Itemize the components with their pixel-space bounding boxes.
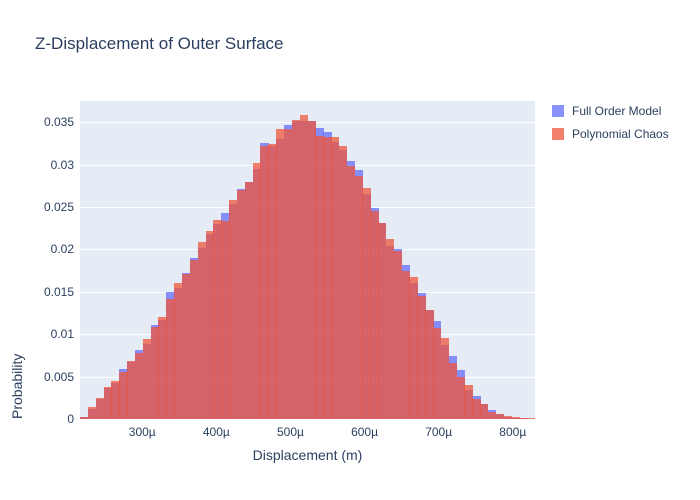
x-tick-label: 300µ bbox=[128, 425, 156, 439]
histogram-bar bbox=[401, 271, 410, 419]
legend: Full Order Model Polynomial Chaos bbox=[552, 99, 669, 145]
histogram-bar bbox=[174, 283, 183, 419]
histogram-bar bbox=[95, 397, 105, 419]
x-tick-label: 700µ bbox=[425, 425, 453, 439]
legend-swatch-full-order-model bbox=[552, 104, 564, 117]
y-tick-label: 0.035 bbox=[43, 115, 74, 130]
histogram-bar bbox=[448, 363, 458, 419]
legend-swatch-polynomial-chaos bbox=[552, 127, 564, 140]
x-tick-label: 500µ bbox=[276, 425, 304, 439]
histogram-bar bbox=[417, 296, 426, 419]
y-tick-label: 0.03 bbox=[50, 157, 74, 172]
histogram-bar bbox=[150, 327, 159, 419]
histogram-bar bbox=[134, 352, 144, 419]
x-tick-label: 400µ bbox=[202, 425, 230, 439]
histogram-bar bbox=[283, 128, 293, 419]
x-axis-title: Displacement (m) bbox=[252, 447, 363, 463]
histogram-bar bbox=[331, 137, 340, 419]
histogram-bar bbox=[323, 137, 332, 419]
histogram-bar bbox=[276, 128, 285, 419]
x-tick-label: 600µ bbox=[351, 425, 379, 439]
histogram-bar bbox=[291, 119, 301, 419]
histogram-bar bbox=[236, 190, 246, 419]
series-polynomial-chaos-bars bbox=[80, 101, 536, 419]
histogram-bar bbox=[495, 413, 505, 419]
histogram-bar bbox=[87, 407, 97, 419]
y-tick-label: 0.005 bbox=[43, 369, 74, 384]
histogram-bar bbox=[425, 310, 434, 419]
chart-title: Z-Displacement of Outer Surface bbox=[35, 34, 284, 53]
y-tick-label: 0 bbox=[67, 412, 74, 426]
histogram-bar bbox=[252, 162, 261, 419]
legend-label-polynomial-chaos: Polynomial Chaos bbox=[572, 126, 669, 141]
histogram-bar bbox=[181, 274, 191, 419]
x-tick-label: 800µ bbox=[499, 425, 527, 439]
histogram-bar bbox=[315, 135, 324, 419]
histogram-bar bbox=[338, 145, 348, 419]
histogram-bar bbox=[229, 200, 238, 419]
histogram-bar bbox=[472, 398, 481, 419]
histogram-bar bbox=[268, 144, 277, 419]
histogram-bar bbox=[166, 298, 175, 419]
histogram-bar bbox=[158, 317, 167, 419]
histogram-bar bbox=[346, 166, 356, 419]
histogram-bar bbox=[503, 416, 512, 419]
histogram-bar bbox=[378, 223, 387, 419]
legend-item-polynomial-chaos[interactable]: Polynomial Chaos bbox=[552, 122, 669, 145]
histogram-bar bbox=[221, 221, 230, 419]
histogram-bar bbox=[519, 418, 528, 419]
legend-item-full-order-model[interactable]: Full Order Model bbox=[552, 99, 669, 122]
histogram-bar bbox=[362, 187, 371, 419]
histogram-bar bbox=[142, 339, 152, 419]
histogram-bar bbox=[189, 259, 199, 419]
y-tick-label: 0.025 bbox=[43, 200, 74, 214]
y-tick-label: 0.02 bbox=[50, 242, 74, 257]
histogram-bar bbox=[433, 328, 442, 419]
histogram-bar bbox=[213, 219, 222, 419]
plot-area[interactable] bbox=[80, 101, 536, 419]
histogram-bar bbox=[456, 376, 465, 419]
histogram-bar bbox=[480, 403, 489, 419]
histogram-bar bbox=[244, 181, 254, 419]
histogram-bar bbox=[393, 251, 403, 419]
histogram-bar bbox=[299, 115, 308, 419]
histogram-bar bbox=[440, 338, 450, 419]
histogram-bar bbox=[205, 230, 214, 419]
histogram-bar bbox=[370, 211, 379, 419]
histogram-bar bbox=[127, 361, 136, 419]
histogram-bar bbox=[385, 239, 395, 419]
histogram-bar bbox=[307, 120, 316, 419]
histogram-bar bbox=[260, 145, 269, 419]
histogram-bar bbox=[527, 418, 536, 419]
histogram-bar bbox=[409, 276, 418, 419]
y-tick-label: 0.015 bbox=[43, 284, 74, 299]
histogram-bar bbox=[111, 380, 120, 419]
histogram-bar bbox=[464, 385, 473, 419]
y-tick-label: 0.01 bbox=[50, 327, 74, 342]
histogram-bar bbox=[511, 417, 520, 419]
histogram-bar bbox=[354, 176, 363, 419]
histogram-bar bbox=[487, 412, 497, 419]
legend-label-full-order-model: Full Order Model bbox=[572, 103, 662, 118]
histogram-bar bbox=[197, 241, 207, 419]
histogram-bar bbox=[80, 417, 89, 419]
histogram-bar bbox=[103, 386, 112, 419]
histogram-bar bbox=[119, 372, 128, 419]
